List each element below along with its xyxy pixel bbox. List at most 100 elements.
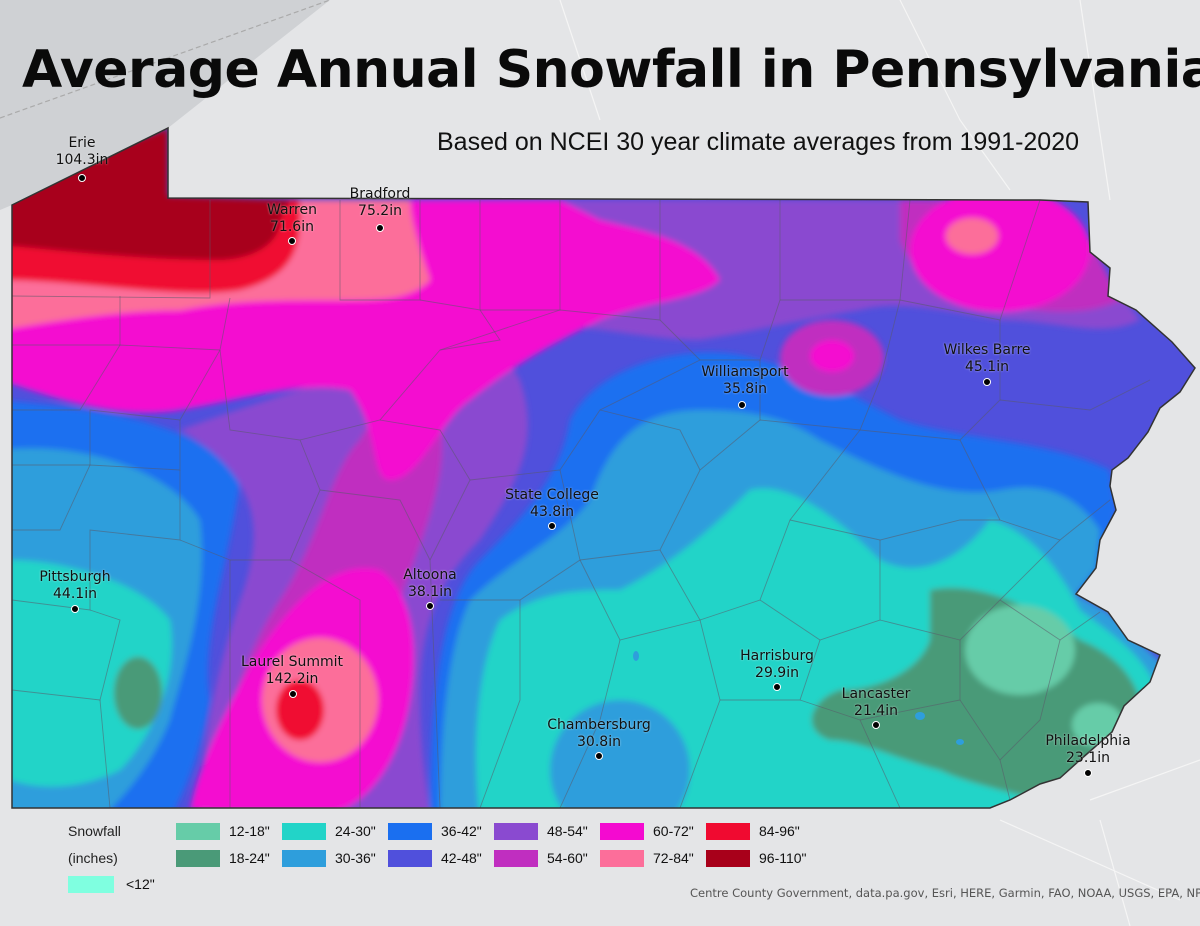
band-18-24-west bbox=[114, 657, 162, 729]
city-marker-lancaster bbox=[872, 721, 880, 729]
city-marker-laurel-summit bbox=[289, 690, 297, 698]
legend-units: (inches) bbox=[68, 850, 118, 866]
legend-label-18-24: 18-24" bbox=[229, 850, 270, 866]
city-label-lancaster: Lancaster 21.4in bbox=[842, 686, 911, 720]
city-label-chambersburg: Chambersburg 30.8in bbox=[547, 717, 651, 751]
city-name: Bradford bbox=[349, 186, 411, 202]
city-snowfall: 71.6in bbox=[270, 219, 314, 235]
city-marker-warren bbox=[288, 237, 296, 245]
basemap-roads bbox=[559, 0, 1200, 926]
state-outline bbox=[11, 126, 1196, 809]
legend-swatch-48-54 bbox=[494, 823, 538, 840]
city-name: Erie bbox=[68, 135, 96, 151]
legend-label-36-42: 36-42" bbox=[441, 823, 482, 839]
legend-label-24-30: 24-30" bbox=[335, 823, 376, 839]
lake bbox=[915, 712, 925, 720]
legend-label-lt12: <12" bbox=[126, 876, 155, 892]
city-snowfall: 43.8in bbox=[530, 504, 574, 520]
city-name: Harrisburg bbox=[740, 648, 814, 664]
legend-swatch-12-18 bbox=[176, 823, 220, 840]
city-marker-altoona bbox=[426, 602, 434, 610]
legend-swatch-54-60 bbox=[494, 850, 538, 867]
legend-label-72-84: 72-84" bbox=[653, 850, 694, 866]
legend-swatch-24-30 bbox=[282, 823, 326, 840]
map-subtitle: Based on NCEI 30 year climate averages f… bbox=[437, 128, 1080, 156]
city-label-pittsburgh: Pittsburgh 44.1in bbox=[39, 569, 110, 603]
band-72-84-northeast bbox=[946, 218, 998, 254]
city-name: Laurel Summit bbox=[240, 654, 344, 670]
city-label-wilkes-barre: Wilkes Barre 45.1in bbox=[943, 342, 1030, 376]
band-60-72-williamsport bbox=[810, 340, 854, 372]
legend-label-48-54: 48-54" bbox=[547, 823, 588, 839]
snowfall-bands bbox=[12, 128, 1195, 808]
city-snowfall: 104.3in bbox=[55, 152, 109, 168]
county-boundaries bbox=[12, 199, 1151, 808]
city-marker-state-college bbox=[548, 522, 556, 530]
band-30-36-chambersburg bbox=[550, 700, 690, 808]
legend-label-12-18: 12-18" bbox=[229, 823, 270, 839]
band-12-18-lehigh bbox=[965, 605, 1075, 695]
legend-swatch-36-42 bbox=[388, 823, 432, 840]
city-snowfall: 23.1in bbox=[1066, 750, 1110, 766]
attribution-credits: Centre County Government, data.pa.gov, E… bbox=[690, 886, 1200, 900]
band-60-72-northeast bbox=[910, 188, 1090, 312]
city-label-laurel-summit: Laurel Summit 142.2in bbox=[241, 654, 343, 688]
legend-label-96-110: 96-110" bbox=[759, 850, 807, 866]
city-name: Williamsport bbox=[701, 364, 789, 380]
lake-erie-shoreline bbox=[0, 0, 331, 119]
legend-swatch-lt12 bbox=[68, 876, 114, 893]
city-label-williamsport: Williamsport 35.8in bbox=[701, 364, 788, 398]
city-marker-philadelphia bbox=[1084, 769, 1092, 777]
legend-swatch-42-48 bbox=[388, 850, 432, 867]
city-snowfall: 21.4in bbox=[854, 703, 898, 719]
city-snowfall: 38.1in bbox=[408, 584, 452, 600]
city-name: Warren bbox=[267, 202, 317, 218]
legend-label-54-60: 54-60" bbox=[547, 850, 588, 866]
city-snowfall: 45.1in bbox=[965, 359, 1009, 375]
city-name: Wilkes Barre bbox=[943, 342, 1031, 358]
city-snowfall: 29.9in bbox=[755, 665, 799, 681]
band-96-110-north bbox=[12, 128, 290, 260]
city-name: Altoona bbox=[403, 567, 457, 583]
band-84-96-laurel bbox=[276, 680, 324, 740]
legend-label-30-36: 30-36" bbox=[335, 850, 376, 866]
city-label-philadelphia: Philadelphia 23.1in bbox=[1045, 733, 1130, 767]
city-label-bradford: Bradford 75.2in bbox=[350, 186, 411, 220]
legend-swatch-72-84 bbox=[600, 850, 644, 867]
legend-swatch-60-72 bbox=[600, 823, 644, 840]
city-name: State College bbox=[505, 487, 599, 503]
map-title: Average Annual Snowfall in Pennsylvania bbox=[22, 40, 1200, 100]
city-snowfall: 142.2in bbox=[265, 671, 319, 687]
city-name: Lancaster bbox=[841, 686, 911, 702]
city-marker-pittsburgh bbox=[71, 605, 79, 613]
lake bbox=[633, 651, 639, 661]
city-marker-chambersburg bbox=[595, 752, 603, 760]
city-marker-wilkes-barre bbox=[983, 378, 991, 386]
city-marker-erie bbox=[78, 174, 86, 182]
legend-label-42-48: 42-48" bbox=[441, 850, 482, 866]
legend-label-84-96: 84-96" bbox=[759, 823, 800, 839]
legend-label-60-72: 60-72" bbox=[653, 823, 694, 839]
lake bbox=[956, 739, 964, 745]
city-marker-bradford bbox=[376, 224, 384, 232]
city-snowfall: 35.8in bbox=[723, 381, 767, 397]
lake-erie bbox=[0, 0, 330, 210]
legend-title: Snowfall bbox=[68, 823, 121, 839]
legend-swatch-30-36 bbox=[282, 850, 326, 867]
city-snowfall: 75.2in bbox=[358, 203, 402, 219]
city-label-state-college: State College 43.8in bbox=[505, 487, 599, 521]
city-marker-williamsport bbox=[738, 401, 746, 409]
city-label-harrisburg: Harrisburg 29.9in bbox=[740, 648, 814, 682]
legend-swatch-18-24 bbox=[176, 850, 220, 867]
band-24-30-west bbox=[12, 560, 172, 787]
city-label-erie: Erie 104.3in bbox=[56, 135, 109, 169]
city-snowfall: 44.1in bbox=[53, 586, 97, 602]
city-label-altoona: Altoona 38.1in bbox=[403, 567, 457, 601]
city-name: Pittsburgh bbox=[39, 569, 111, 585]
city-snowfall: 30.8in bbox=[577, 734, 621, 750]
legend-swatch-84-96 bbox=[706, 823, 750, 840]
legend-swatch-96-110 bbox=[706, 850, 750, 867]
city-name: Philadelphia bbox=[1045, 733, 1131, 749]
city-marker-harrisburg bbox=[773, 683, 781, 691]
